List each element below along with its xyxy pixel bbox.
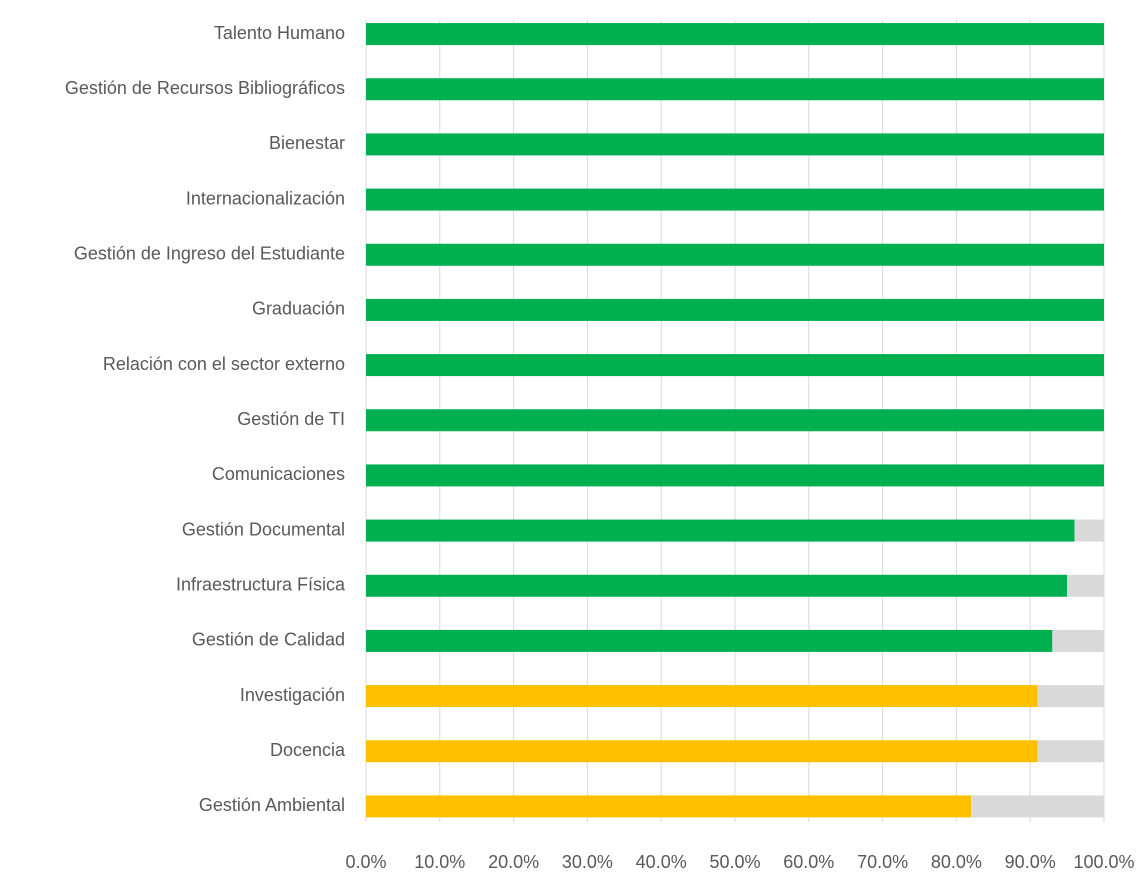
bar (1067, 574, 1104, 597)
bar (366, 574, 1068, 597)
y-tick-label: Relación con el sector externo (103, 354, 345, 374)
y-tick-label: Gestión de Calidad (192, 630, 345, 650)
bar (366, 409, 1104, 432)
bar (1052, 629, 1104, 652)
x-tick-label: 70.0% (857, 852, 908, 872)
x-tick-label: 0.0% (345, 852, 386, 872)
bar (1074, 519, 1104, 542)
x-tick-label: 60.0% (783, 852, 834, 872)
x-tick-label: 50.0% (709, 852, 760, 872)
bar (366, 133, 1104, 156)
bar (366, 354, 1104, 377)
x-tick-label: 100.0% (1073, 852, 1134, 872)
y-tick-label: Gestión de Recursos Bibliográficos (65, 78, 345, 98)
x-tick-label: 30.0% (562, 852, 613, 872)
bar (366, 795, 972, 818)
x-tick-label: 90.0% (1005, 852, 1056, 872)
y-tick-label: Graduación (252, 299, 345, 319)
y-tick-label: Bienestar (269, 133, 345, 153)
bar (366, 188, 1104, 211)
y-tick-label: Comunicaciones (212, 464, 345, 484)
bar (366, 685, 1038, 708)
bar (971, 795, 1104, 818)
bar (366, 464, 1104, 487)
y-tick-label: Infraestructura Física (176, 575, 346, 595)
bar (1037, 685, 1104, 708)
x-tick-label: 80.0% (931, 852, 982, 872)
y-tick-label: Internacionalización (186, 188, 345, 208)
y-tick-label: Gestión de Ingreso del Estudiante (74, 244, 345, 264)
y-tick-label: Gestión de TI (237, 409, 345, 429)
x-tick-label: 10.0% (414, 852, 465, 872)
y-tick-label: Talento Humano (214, 23, 345, 43)
bar (366, 740, 1038, 763)
x-tick-label: 20.0% (488, 852, 539, 872)
bar (366, 298, 1104, 321)
y-tick-label: Gestión Ambiental (199, 795, 345, 815)
y-tick-label: Docencia (270, 740, 346, 760)
y-tick-label: Gestión Documental (182, 519, 345, 539)
y-tick-label: Investigación (240, 685, 345, 705)
bar (366, 629, 1053, 652)
bar (1037, 740, 1104, 763)
bar (366, 78, 1104, 101)
bar (366, 23, 1104, 46)
bar (366, 519, 1075, 542)
x-tick-label: 40.0% (636, 852, 687, 872)
bar (366, 243, 1104, 266)
